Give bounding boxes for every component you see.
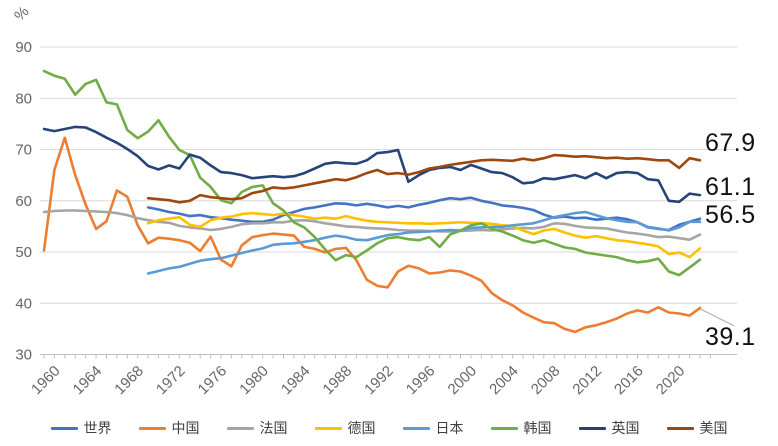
svg-text:1976: 1976	[195, 363, 231, 399]
svg-text:1992: 1992	[361, 363, 397, 399]
svg-text:2008: 2008	[528, 363, 564, 399]
legend-label-uk: 英国	[611, 420, 640, 436]
gridlines	[40, 46, 737, 304]
legend-swatch-germany	[314, 426, 342, 430]
series-line-uk	[42, 125, 702, 204]
data-label-china-endpoint: 39.1	[705, 323, 756, 351]
legend-item-uk: 英国	[578, 420, 640, 436]
svg-text:1980: 1980	[236, 363, 272, 399]
svg-text:70: 70	[15, 142, 32, 159]
legend-swatch-us	[666, 426, 694, 430]
svg-text:1972: 1972	[153, 363, 189, 399]
series-line-us	[146, 153, 702, 204]
svg-text:1960: 1960	[28, 363, 64, 399]
svg-text:2012: 2012	[569, 363, 605, 399]
legend-item-germany: 德国	[314, 420, 376, 436]
leader-line-china-label	[697, 307, 735, 327]
legend-label-japan: 日本	[435, 420, 464, 436]
y-axis-unit-label: %	[11, 3, 32, 24]
svg-text:40: 40	[15, 295, 32, 312]
legend-swatch-uk	[578, 426, 606, 430]
legend-swatch-korea	[490, 426, 518, 430]
y-axis-labels: 30 40 50 60 70 80 90	[15, 39, 32, 364]
svg-text:1984: 1984	[278, 363, 314, 399]
chart-legend: 世界 中国 法国 德国 日本 韩国 英国 美国	[0, 417, 778, 439]
x-axis	[40, 354, 737, 359]
svg-text:2000: 2000	[445, 363, 481, 399]
legend-label-us: 美国	[699, 420, 728, 436]
svg-text:50: 50	[15, 244, 32, 261]
legend-item-us: 美国	[666, 420, 728, 436]
series-line-korea	[42, 69, 702, 277]
svg-text:2020: 2020	[653, 363, 689, 399]
legend-label-china: 中国	[171, 420, 200, 436]
legend-item-france: 法国	[226, 420, 288, 436]
legend-label-germany: 德国	[347, 420, 376, 436]
legend-item-japan: 日本	[402, 420, 464, 436]
legend-swatch-world	[50, 426, 78, 430]
svg-text:1968: 1968	[111, 363, 147, 399]
series-line-japan	[146, 210, 702, 275]
data-label-world-endpoint: 56.5	[705, 201, 756, 229]
svg-text:2016: 2016	[611, 363, 647, 399]
legend-item-china: 中国	[138, 420, 200, 436]
svg-text:1964: 1964	[70, 363, 106, 399]
legend-swatch-japan	[402, 426, 430, 430]
svg-text:30: 30	[15, 347, 32, 364]
series-line-germany	[146, 211, 702, 259]
series-line-china	[42, 136, 702, 334]
legend-item-korea: 韩国	[490, 420, 552, 436]
legend-label-korea: 韩国	[523, 420, 552, 436]
legend-label-world: 世界	[83, 420, 112, 436]
legend-swatch-france	[226, 426, 254, 430]
svg-text:90: 90	[15, 39, 32, 56]
legend-label-france: 法国	[259, 420, 288, 436]
svg-text:1988: 1988	[320, 363, 356, 399]
svg-text:60: 60	[15, 193, 32, 210]
x-axis-labels: 1960 1964 1968 1972 1976 1980 1984 1988 1992 1996…	[28, 363, 688, 399]
legend-swatch-china	[138, 426, 166, 430]
data-label-us-endpoint: 67.9	[705, 129, 756, 157]
svg-text:1996: 1996	[403, 363, 439, 399]
svg-text:80: 80	[15, 90, 32, 107]
data-label-uk-endpoint: 61.1	[705, 173, 756, 201]
legend-item-world: 世界	[50, 420, 112, 436]
svg-text:2004: 2004	[486, 363, 522, 399]
